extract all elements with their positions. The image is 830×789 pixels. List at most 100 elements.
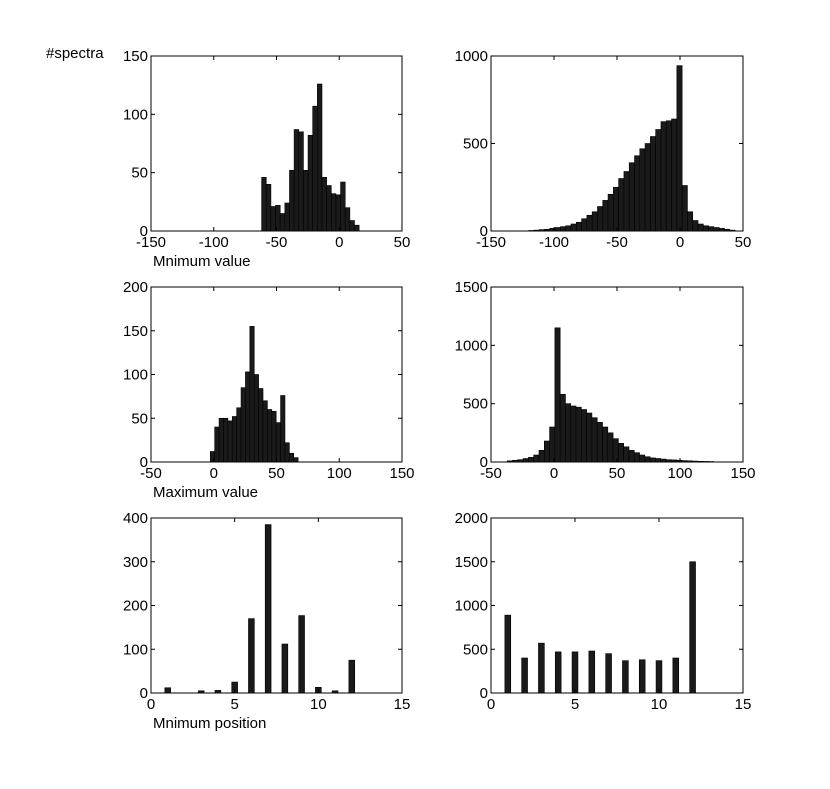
- x-axis-label: Mnimum position: [153, 715, 266, 732]
- y-tick-label: 1000: [455, 48, 488, 65]
- x-tick-label: 0: [147, 696, 155, 713]
- histogram-bar: [697, 223, 704, 232]
- histogram-bar: [528, 457, 535, 463]
- histogram-row1-left: -150 -100 -50 0 50 0 50 100 150 Mnimum value: [123, 48, 410, 270]
- histogram-bar: [298, 615, 305, 694]
- histogram-bar: [214, 426, 220, 463]
- histogram-bar: [660, 458, 667, 463]
- histogram-bar: [575, 221, 582, 232]
- y-tick-label: 1000: [455, 598, 488, 615]
- histogram-bar: [622, 660, 629, 694]
- histogram-bar: [612, 438, 619, 463]
- x-tick-label: -50: [140, 465, 162, 482]
- histogram-bar: [248, 618, 255, 694]
- y-tick-label: 500: [463, 396, 488, 413]
- histogram-bar: [227, 420, 233, 463]
- histogram-bar: [607, 432, 614, 463]
- y-tick-label: 2000: [455, 510, 488, 527]
- x-tick-label: 10: [651, 696, 668, 713]
- histogram-bar: [729, 229, 736, 232]
- histogram-bar: [533, 229, 540, 232]
- histogram-bar: [644, 456, 651, 463]
- histogram-bar: [538, 642, 545, 694]
- histogram-bar: [340, 181, 346, 232]
- histogram-bar: [681, 185, 688, 232]
- x-tick-label: 150: [389, 465, 414, 482]
- axes-frame: [490, 517, 744, 694]
- histogram-bar: [628, 450, 635, 463]
- histogram-bar: [326, 185, 332, 232]
- histogram-bar: [289, 452, 295, 463]
- x-tick-label: 50: [735, 234, 752, 251]
- histogram-bar: [517, 459, 524, 463]
- histogram-bar: [586, 412, 593, 463]
- histogram-bar: [692, 460, 699, 463]
- y-axis-caption: #spectra: [46, 45, 104, 62]
- y-tick-label: 500: [463, 136, 488, 153]
- x-tick-label: 10: [310, 696, 327, 713]
- histogram-bar: [258, 388, 264, 463]
- histogram-bar: [676, 65, 683, 232]
- histogram-bar: [686, 460, 693, 463]
- histogram-bar: [671, 118, 678, 232]
- y-tick-label: 150: [123, 48, 148, 65]
- histogram-bar: [298, 131, 304, 232]
- histogram-bar: [560, 226, 567, 232]
- histogram-bar: [554, 227, 561, 232]
- histogram-bar: [565, 225, 572, 232]
- histogram-bar: [660, 121, 667, 232]
- y-tick-label: 100: [123, 367, 148, 384]
- histogram-bar: [307, 135, 313, 232]
- histogram-bar: [335, 194, 341, 232]
- histogram-bar: [280, 395, 286, 463]
- histogram-bar: [349, 220, 355, 232]
- axes-frame: [150, 55, 403, 232]
- histogram-bar: [655, 660, 663, 694]
- x-tick-label: -50: [266, 234, 288, 251]
- histogram-bar: [223, 417, 229, 463]
- y-tick-label: 0: [480, 223, 488, 240]
- histogram-bar: [602, 200, 609, 232]
- histogram-bar: [240, 387, 246, 463]
- histogram-bar: [639, 148, 646, 232]
- x-axis-label: Maximum value: [153, 484, 258, 501]
- histogram-bar: [602, 426, 609, 463]
- histogram-bar: [639, 454, 646, 463]
- y-tick-label: 0: [480, 685, 488, 702]
- histogram-bar: [581, 409, 587, 463]
- histogram-bar: [591, 417, 598, 463]
- histogram-bar: [708, 226, 715, 232]
- x-tick-label: 15: [735, 696, 752, 713]
- histogram-bar: [644, 143, 651, 232]
- histogram-bar: [236, 407, 242, 463]
- x-tick-label: 50: [609, 465, 626, 482]
- y-tick-label: 50: [131, 165, 148, 182]
- y-tick-label: 100: [123, 641, 148, 658]
- x-tick-label: 0: [676, 234, 684, 251]
- x-tick-label: -150: [476, 234, 506, 251]
- histogram-bar: [348, 659, 356, 694]
- histogram-bar: [262, 400, 268, 463]
- y-tick-label: 0: [480, 454, 488, 471]
- y-tick-label: 300: [123, 554, 148, 571]
- x-tick-label: -100: [539, 234, 569, 251]
- histogram-bar: [265, 184, 272, 232]
- histogram-bar: [538, 450, 545, 463]
- histogram-bar: [596, 422, 603, 463]
- x-axis-label: Mnimum value: [153, 253, 251, 270]
- y-tick-label: 1500: [455, 554, 488, 571]
- histogram-bar: [354, 224, 360, 232]
- x-tick-label: 5: [571, 696, 579, 713]
- y-tick-label: 50: [131, 410, 148, 427]
- x-tick-label: -50: [480, 465, 502, 482]
- histogram-bar: [724, 228, 731, 232]
- histogram-bar: [676, 459, 683, 463]
- histogram-bar: [271, 410, 277, 463]
- x-tick-label: 50: [268, 465, 285, 482]
- histogram-bar: [261, 177, 267, 232]
- y-tick-label: 0: [140, 685, 148, 702]
- histogram-bar: [586, 214, 593, 232]
